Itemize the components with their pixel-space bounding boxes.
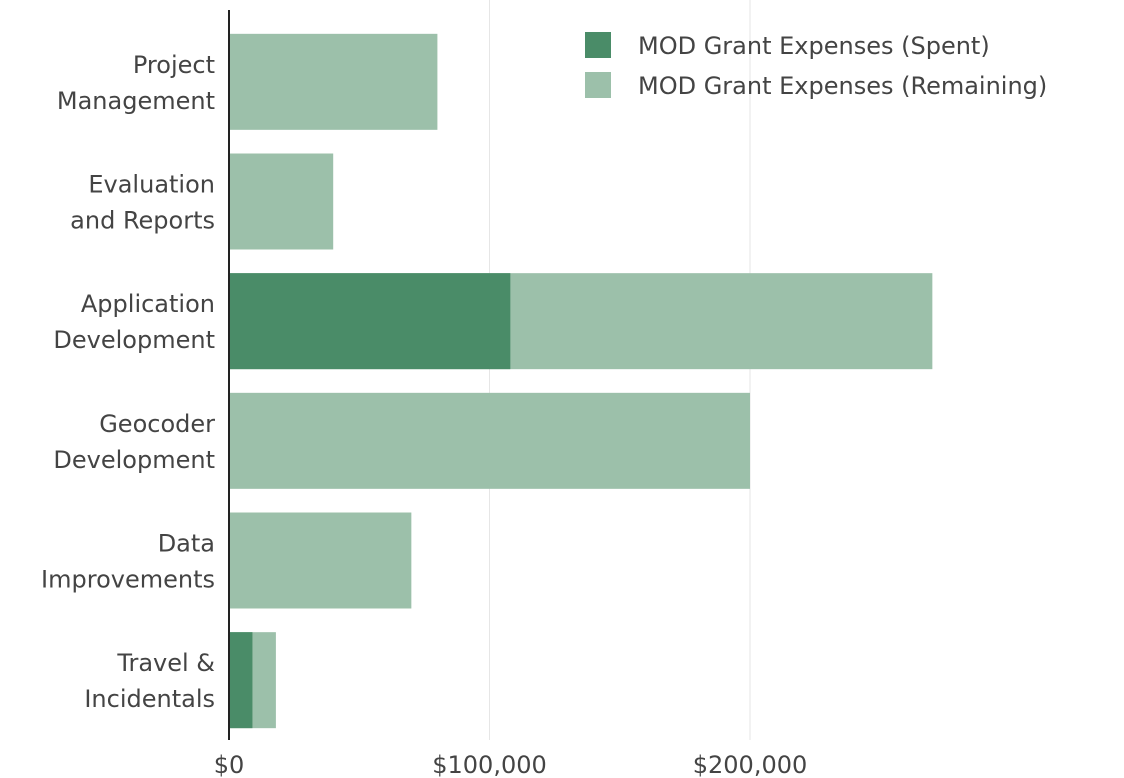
legend-label-1: MOD Grant Expenses (Remaining) bbox=[638, 72, 1047, 100]
category-label-1: Evaluation and Reports bbox=[70, 171, 215, 235]
category-label-line: Incidentals bbox=[84, 685, 215, 713]
bar-spent-5 bbox=[229, 632, 253, 729]
category-label-line: Development bbox=[53, 446, 215, 474]
category-label-line: Management bbox=[57, 87, 215, 115]
x-tick-label-0: $0 bbox=[214, 751, 245, 778]
category-label-line: Application bbox=[81, 290, 215, 318]
legend-swatch-0 bbox=[585, 32, 611, 58]
category-label-line: Evaluation bbox=[88, 171, 215, 199]
bar-remaining-4 bbox=[229, 512, 412, 609]
bar-spent-2 bbox=[229, 273, 511, 370]
category-label-5: Travel & Incidentals bbox=[84, 649, 215, 713]
bar-remaining-3 bbox=[229, 392, 750, 489]
category-label-line: Data bbox=[158, 530, 215, 558]
x-tick-label-1: $100,000 bbox=[432, 751, 547, 778]
category-label-0: Project Management bbox=[57, 51, 215, 115]
legend-label-0: MOD Grant Expenses (Spent) bbox=[638, 32, 990, 60]
category-label-line: and Reports bbox=[70, 207, 215, 235]
category-label-4: Data Improvements bbox=[41, 530, 215, 594]
bar-remaining-0 bbox=[229, 33, 438, 130]
category-label-line: Improvements bbox=[41, 566, 215, 594]
legend-swatch-1 bbox=[585, 72, 611, 98]
category-label-3: Geocoder Development bbox=[53, 410, 215, 474]
category-label-line: Project bbox=[133, 51, 215, 79]
x-tick-label-2: $200,000 bbox=[693, 751, 808, 778]
category-label-2: Application Development bbox=[53, 290, 215, 354]
category-label-line: Development bbox=[53, 326, 215, 354]
category-label-line: Geocoder bbox=[99, 410, 215, 438]
category-label-line: Travel & bbox=[116, 649, 215, 677]
bar-remaining-1 bbox=[229, 153, 334, 250]
